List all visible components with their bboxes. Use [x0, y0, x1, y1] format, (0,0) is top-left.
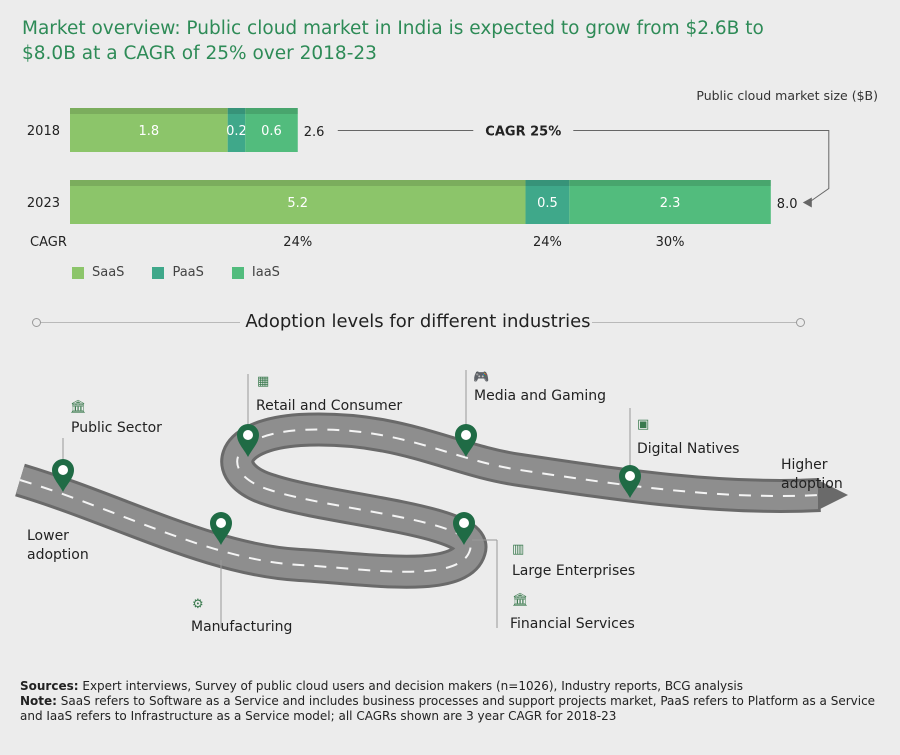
total-label-2018: 2.6: [304, 125, 325, 140]
bar-top-shade-paas-2018: [227, 108, 246, 114]
total-label-2023: 8.0: [777, 197, 798, 212]
industry-label-retail: Retail and Consumer: [256, 398, 403, 414]
storefront-icon: ▦: [257, 374, 270, 389]
data-label-saas-2018: 1.8: [138, 124, 159, 139]
gears-icon: ⚙: [192, 597, 204, 612]
data-label-paas-2018: 0.2: [226, 124, 247, 139]
legend-label-paas: PaaS: [172, 265, 204, 280]
pin-public-sector-hole: [58, 465, 68, 475]
divider-dot-left: [32, 318, 41, 327]
pin-media-gaming-hole: [461, 430, 471, 440]
data-label-iaas-2023: 2.3: [660, 196, 681, 211]
legend-item-iaas: IaaS: [231, 265, 280, 280]
bank-icon: 🏛: [512, 593, 529, 608]
lower-adoption-label: Lower adoption: [27, 528, 89, 563]
road-arrow: [818, 480, 848, 510]
pin-public-sector: [52, 459, 74, 492]
pin-manufacturing-hole: [216, 518, 226, 528]
bar-top-shade-iaas-2018: [245, 108, 298, 114]
legend-swatch-saas: [72, 266, 84, 279]
cagr-connector-line: [337, 130, 830, 203]
industry-label-digital-natives: Digital Natives: [637, 441, 740, 457]
category-label-2023: 2023: [27, 196, 60, 211]
pin-retail-hole: [243, 430, 253, 440]
bar-top-shade-saas-2018: [70, 108, 228, 114]
cagr-value-paas: 24%: [533, 235, 562, 250]
sources-text: Expert interviews, Survey of public clou…: [78, 679, 743, 693]
sources-line: Sources: Expert interviews, Survey of pu…: [20, 679, 888, 694]
cagr-value-saas: 24%: [283, 235, 312, 250]
legend-label-iaas: IaaS: [251, 265, 280, 280]
legend-item-paas: PaaS: [152, 265, 204, 280]
chip-icon: ▣: [637, 417, 650, 432]
pin-retail: [237, 424, 259, 457]
bar-top-shade-paas-2023: [525, 180, 570, 186]
divider-dot-right: [796, 318, 805, 327]
footer: Sources: Expert interviews, Survey of pu…: [20, 679, 888, 724]
pin-digital-natives: [619, 465, 641, 498]
gamepad-icon: 🎮: [473, 370, 490, 385]
section-heading: Adoption levels for different industries: [245, 311, 591, 332]
bar-iaas-2023: [569, 180, 771, 224]
bar-saas-2023: [70, 180, 526, 224]
note-text: SaaS refers to Software as a Service and…: [20, 694, 876, 723]
pin-media-gaming: [455, 424, 477, 457]
bar-paas-2018: [227, 108, 246, 152]
industry-label-manufacturing: Manufacturing: [191, 619, 293, 635]
industry-label-media-gaming: Media and Gaming: [474, 388, 607, 404]
adoption-road: [15, 370, 848, 628]
note-line: Note: SaaS refers to Software as a Servi…: [20, 694, 888, 724]
legend-swatch-paas: [152, 266, 165, 279]
legend-swatch-iaas: [231, 266, 244, 279]
value-axis-title: Public cloud market size ($B): [696, 88, 878, 103]
pin-digital-natives-hole: [625, 471, 635, 481]
bar-top-shade-saas-2023: [70, 180, 526, 186]
category-label-2018: 2018: [27, 124, 60, 139]
bar-saas-2018: [70, 108, 228, 152]
cagr-value-iaas: 30%: [656, 235, 685, 250]
cagr-connector-arrow: [802, 197, 812, 208]
divider-right: [592, 322, 799, 323]
sources-label: Sources:: [20, 679, 79, 693]
pin-large-enterprises: [453, 512, 475, 545]
higher-adoption-label: Higher adoption: [781, 457, 843, 492]
data-label-saas-2023: 5.2: [287, 196, 308, 211]
road-pins: [52, 370, 641, 628]
cagr-total-label: CAGR 25%: [485, 125, 561, 140]
legend-item-saas: SaaS: [72, 265, 124, 280]
chart-title: Market overview: Public cloud market in …: [22, 18, 764, 64]
cagr-total-bg: [473, 119, 574, 142]
note-label: Note:: [20, 694, 57, 708]
pin-large-enterprises-hole: [459, 518, 469, 528]
government-building-icon: 🏛: [70, 400, 87, 415]
bar-paas-2023: [525, 180, 570, 224]
road-shape: [15, 412, 848, 589]
divider-left: [36, 322, 240, 323]
bar-top-shade-iaas-2023: [569, 180, 771, 186]
data-label-iaas-2018: 0.6: [261, 124, 282, 139]
legend-label-saas: SaaS: [92, 265, 125, 280]
bar-iaas-2018: [245, 108, 298, 152]
industry-label-public-sector: Public Sector: [71, 420, 162, 436]
stacked-bar-chart: 2018 1.8 0.2 0.6 2.6 2023 5.2 0.5 2.3 8.0 CAGR 25%…: [27, 108, 830, 250]
pin-manufacturing: [210, 512, 232, 545]
industry-label-financial-services: Financial Services: [510, 616, 635, 632]
factory-icon: ▥: [512, 542, 525, 557]
legend: SaaS PaaS IaaS: [72, 265, 280, 280]
industry-label-large-enterprises: Large Enterprises: [512, 563, 636, 579]
cagr-row-label: CAGR: [30, 235, 67, 250]
data-label-paas-2023: 0.5: [537, 196, 558, 211]
